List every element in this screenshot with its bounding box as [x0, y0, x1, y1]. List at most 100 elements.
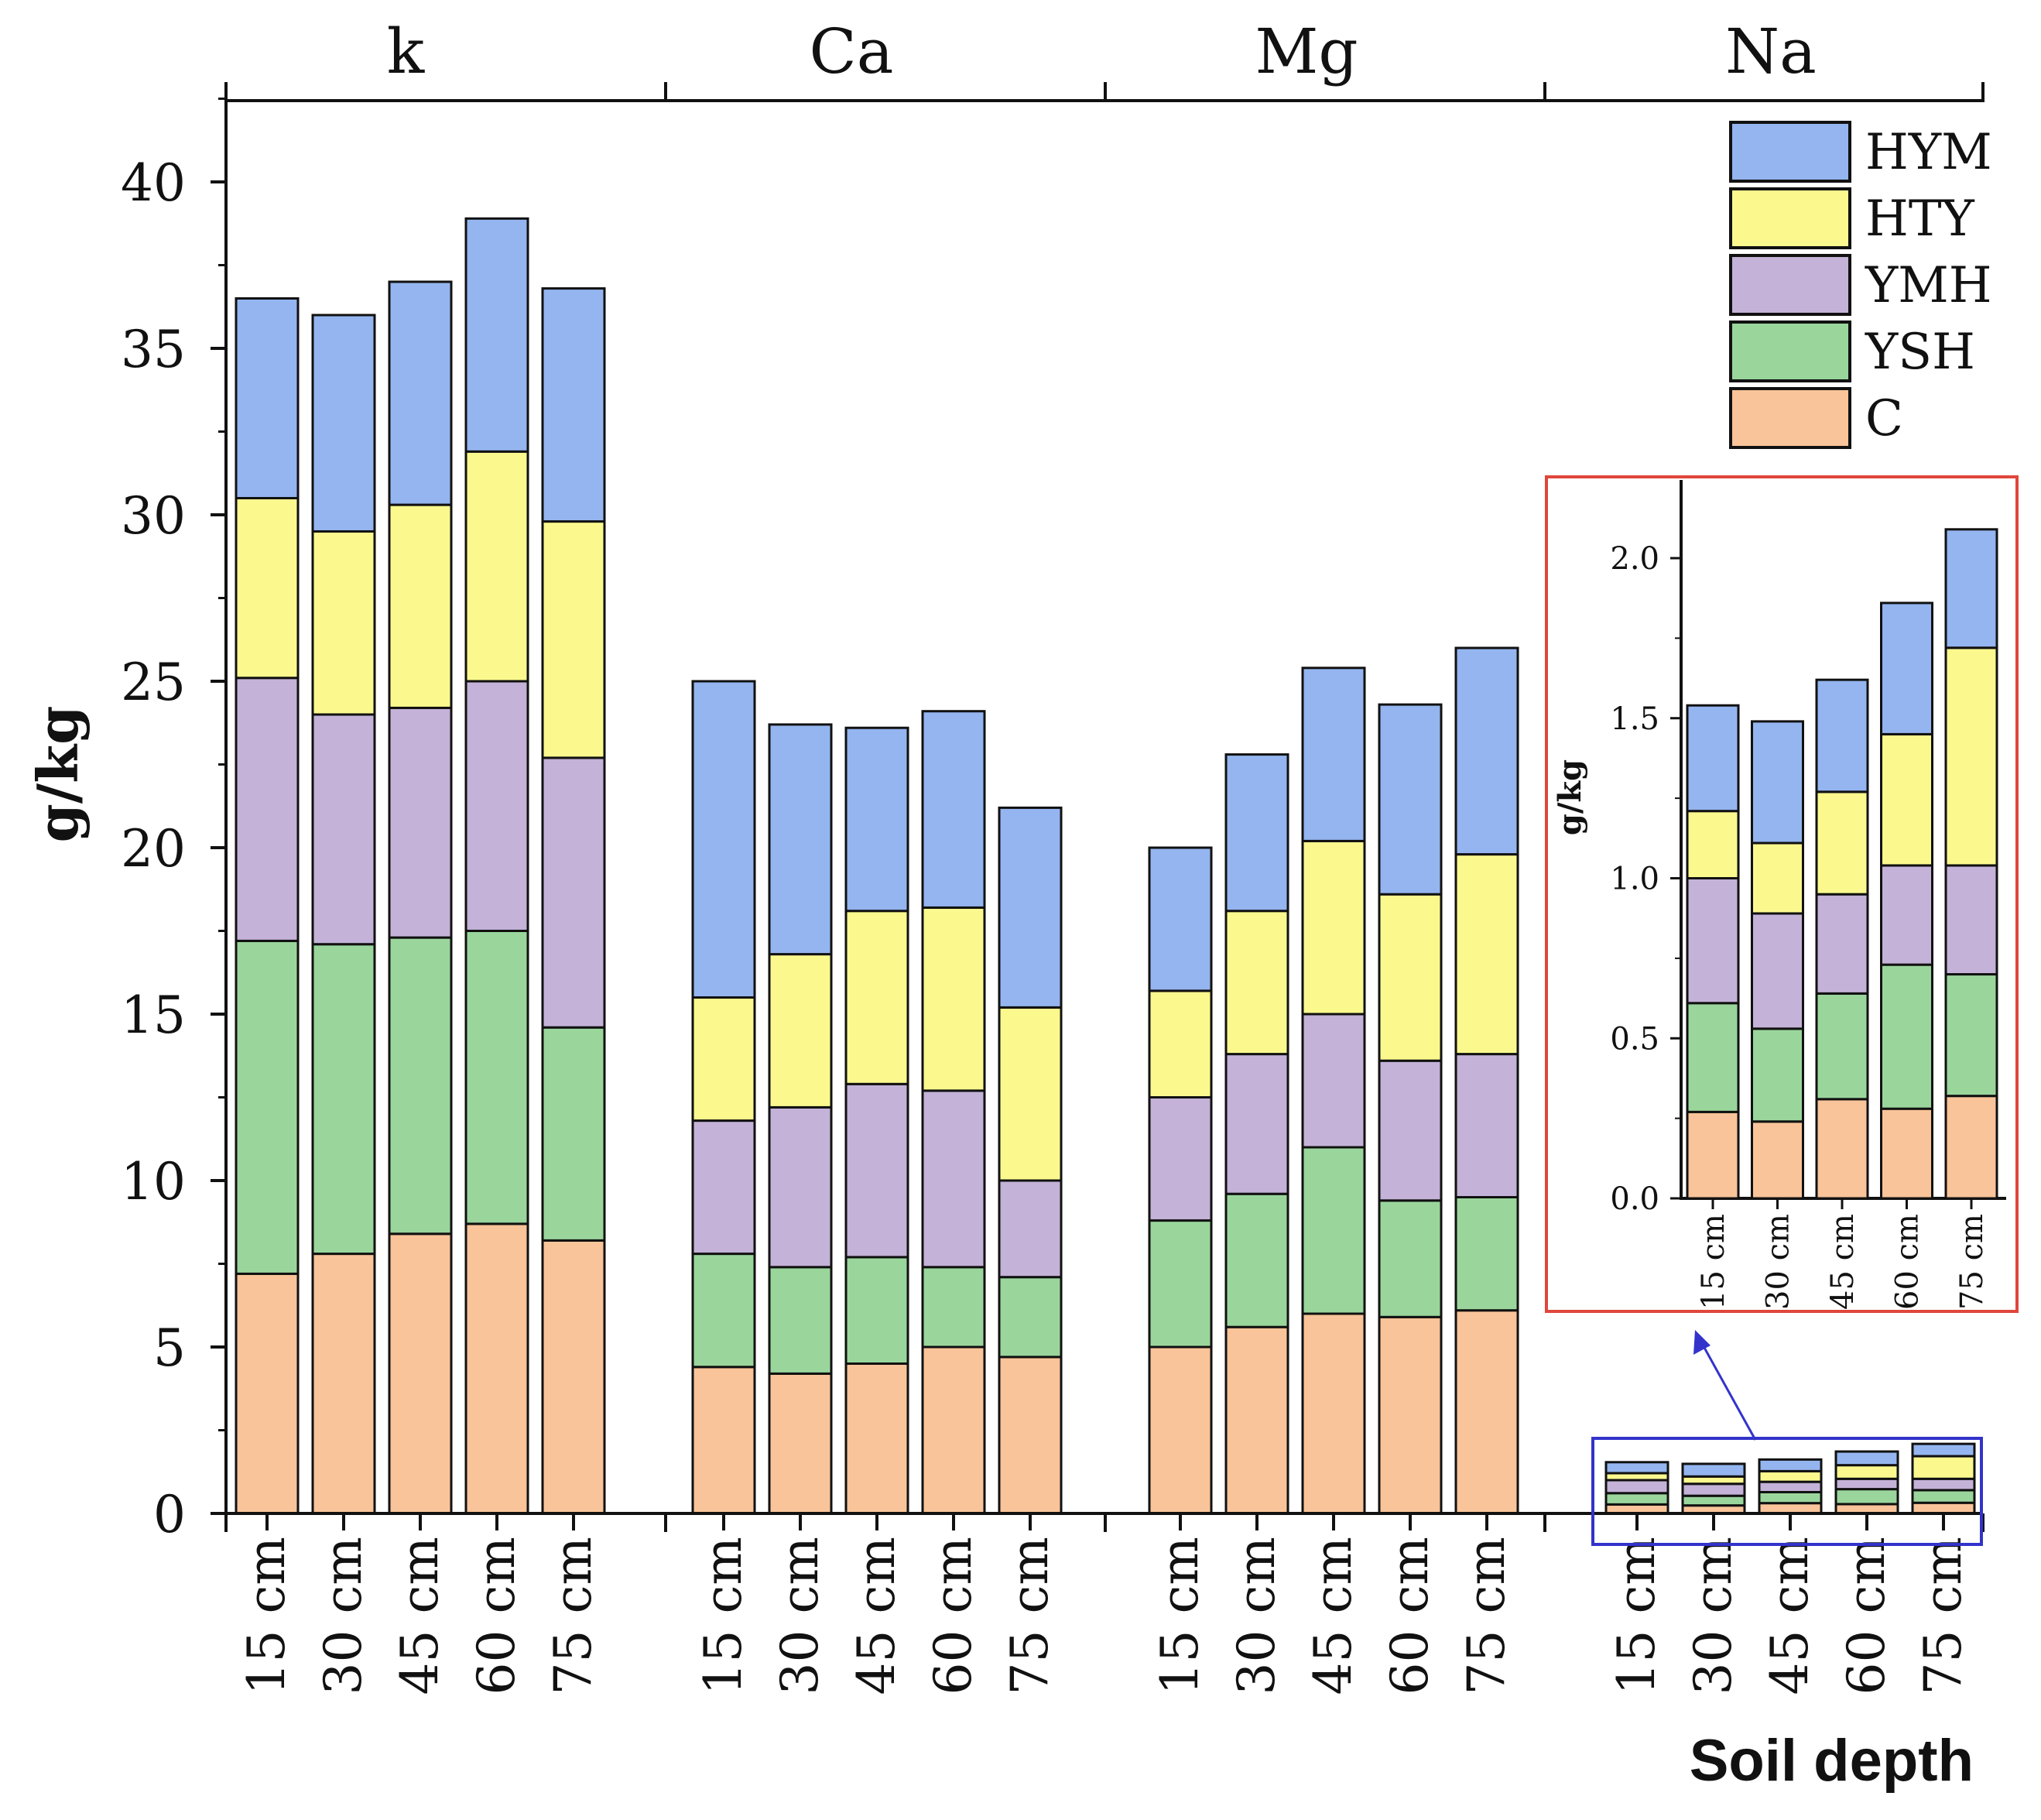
bar-Mg-C-1 — [1224, 1325, 1289, 1515]
bar-Mg-YSH-0 — [1148, 1219, 1213, 1349]
bar-Na-YMH-2 — [1758, 1480, 1823, 1493]
inset-y-tick-label: 1.5 — [1610, 701, 1659, 737]
x-tick-label-k-3: 60 cm — [467, 1537, 526, 1695]
x-tick-label-k-0: 15 cm — [237, 1537, 296, 1695]
y-tick-label: 15 — [121, 985, 186, 1045]
bar-Ca-YMH-1 — [768, 1105, 833, 1269]
x-tick-label-k-1: 30 cm — [313, 1537, 373, 1695]
bar-k-YMH-2 — [388, 706, 453, 939]
bar-Mg-YMH-3 — [1378, 1059, 1443, 1202]
inset-bar-YSH-2 — [1815, 992, 1869, 1101]
bar-k-YMH-3 — [464, 680, 529, 932]
inset-bar-YMH-4 — [1944, 864, 1998, 976]
legend-swatch-C — [1729, 387, 1851, 449]
inset-bar-YMH-3 — [1880, 864, 1933, 966]
x-tick-label-Mg-2: 45 cm — [1303, 1537, 1363, 1695]
bar-Mg-YMH-2 — [1301, 1013, 1366, 1149]
inset-bar-YSH-4 — [1944, 973, 1998, 1098]
legend-swatch-YMH — [1729, 254, 1851, 316]
bar-Na-YMH-4 — [1911, 1477, 1976, 1492]
bar-Ca-C-3 — [921, 1345, 986, 1515]
bar-Na-HTY-2 — [1758, 1469, 1823, 1483]
bar-Ca-YSH-1 — [768, 1266, 833, 1375]
legend-swatch-HYM — [1729, 121, 1851, 183]
bar-Na-HTY-3 — [1834, 1464, 1899, 1480]
bar-Mg-HTY-2 — [1301, 839, 1366, 1016]
bar-Ca-HTY-1 — [768, 953, 833, 1109]
bar-k-YSH-0 — [235, 939, 300, 1275]
inset-bar-HTY-2 — [1815, 790, 1869, 896]
inset-bar-HTY-0 — [1686, 810, 1740, 880]
y-tick-label: 35 — [121, 320, 186, 379]
legend-label-HYM: HYM — [1865, 124, 1992, 181]
y-tick-label: 5 — [153, 1318, 186, 1378]
inset-x-tick-label-4: 75 cm — [1954, 1214, 1990, 1310]
bar-Ca-YMH-3 — [921, 1089, 986, 1269]
bar-Mg-C-2 — [1301, 1312, 1366, 1515]
x-tick-label-Na-4: 75 cm — [1913, 1537, 1973, 1695]
bar-k-C-0 — [235, 1272, 300, 1515]
bar-Ca-HYM-2 — [844, 726, 909, 913]
bar-k-YSH-2 — [388, 936, 453, 1236]
bar-Mg-HTY-1 — [1224, 910, 1289, 1056]
bar-Ca-YSH-4 — [998, 1276, 1063, 1359]
x-tick-label-Na-2: 45 cm — [1760, 1537, 1820, 1695]
inset-bar-YSH-0 — [1686, 1002, 1740, 1113]
bar-k-HTY-4 — [541, 520, 606, 759]
bar-Ca-HTY-4 — [998, 1006, 1063, 1182]
bar-Ca-HTY-0 — [691, 996, 756, 1123]
group-label-Ca: Ca — [810, 15, 894, 87]
x-tick-label-Mg-0: 15 cm — [1150, 1537, 1210, 1695]
bar-Ca-HTY-2 — [844, 910, 909, 1085]
bar-Na-HYM-1 — [1681, 1462, 1746, 1478]
x-tick-label-Ca-4: 75 cm — [1000, 1537, 1060, 1695]
legend-label-C: C — [1865, 390, 1903, 447]
bar-Ca-C-4 — [998, 1356, 1063, 1515]
bar-Mg-HYM-1 — [1224, 753, 1289, 913]
bar-Mg-YSH-3 — [1378, 1199, 1443, 1318]
x-tick-label-k-4: 75 cm — [543, 1537, 603, 1695]
inset-x-tick-label-1: 30 cm — [1761, 1214, 1796, 1310]
bar-Na-HYM-2 — [1758, 1458, 1823, 1472]
inset-bar-C-0 — [1686, 1110, 1740, 1200]
inset-y-tick-label: 2.0 — [1610, 541, 1659, 577]
group-label-k: k — [387, 15, 426, 87]
inset-x-tick-label-2: 45 cm — [1825, 1214, 1861, 1310]
x-tick-label-Ca-2: 45 cm — [847, 1537, 906, 1695]
bar-Ca-YSH-0 — [691, 1253, 756, 1369]
inset-x-tick-label-3: 60 cm — [1890, 1214, 1926, 1310]
bar-Mg-HYM-2 — [1301, 667, 1366, 842]
x-tick-label-Mg-4: 75 cm — [1457, 1537, 1516, 1695]
inset-bar-HYM-3 — [1880, 602, 1933, 735]
bar-Mg-C-3 — [1378, 1315, 1443, 1515]
bar-Mg-YMH-1 — [1224, 1053, 1289, 1195]
inset-bar-HYM-0 — [1686, 704, 1740, 813]
bar-k-HTY-0 — [235, 497, 300, 680]
inset-bar-C-4 — [1944, 1095, 1998, 1200]
bar-Ca-HYM-1 — [768, 723, 833, 956]
bar-Ca-YMH-0 — [691, 1119, 756, 1256]
bar-k-HTY-2 — [388, 503, 453, 709]
bar-Na-HYM-3 — [1834, 1450, 1899, 1467]
y-tick-label: 30 — [121, 486, 186, 546]
x-tick-label-k-2: 45 cm — [390, 1537, 450, 1695]
bar-Mg-YMH-0 — [1148, 1096, 1213, 1222]
bar-Ca-YSH-2 — [844, 1256, 909, 1366]
bar-Ca-YMH-4 — [998, 1179, 1063, 1279]
bar-k-YSH-3 — [464, 930, 529, 1225]
bar-Na-HYM-0 — [1604, 1461, 1669, 1475]
bar-k-YSH-1 — [311, 943, 376, 1256]
inset-bar-YSH-1 — [1751, 1027, 1804, 1123]
bar-k-C-1 — [311, 1253, 376, 1515]
inset-y-tick-label: 0.5 — [1610, 1021, 1659, 1057]
legend-label-YMH: YMH — [1865, 257, 1992, 314]
bar-Na-YSH-3 — [1834, 1488, 1899, 1506]
y-tick-label: 0 — [153, 1485, 186, 1544]
bar-k-C-4 — [541, 1239, 606, 1515]
bar-Na-C-4 — [1911, 1501, 1976, 1515]
bar-k-C-3 — [464, 1222, 529, 1515]
bar-k-HYM-4 — [541, 287, 606, 523]
y-tick-label: 10 — [121, 1152, 186, 1212]
bar-k-HYM-1 — [311, 314, 376, 533]
